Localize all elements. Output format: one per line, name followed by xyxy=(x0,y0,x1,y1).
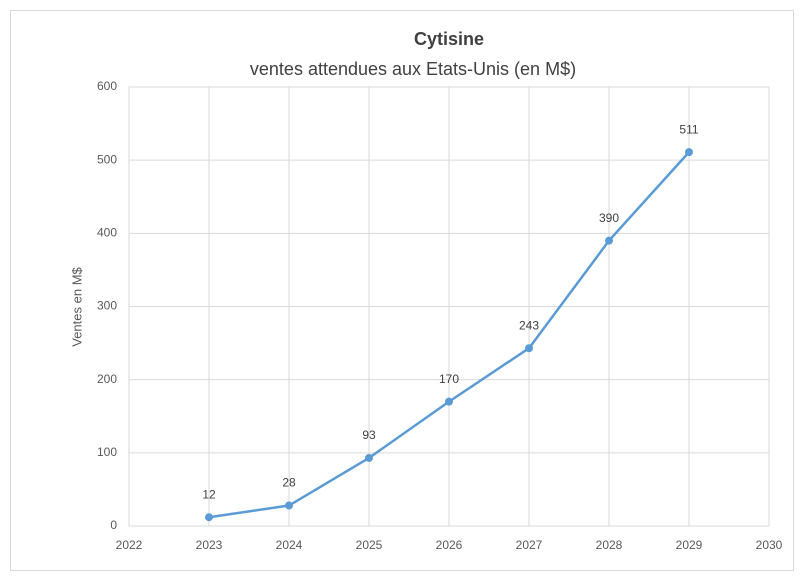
data-label: 93 xyxy=(362,428,376,442)
y-tick-label: 100 xyxy=(97,445,117,459)
chart-subtitle: ventes attendues aux Etats-Unis (en M$) xyxy=(250,59,576,79)
data-label: 243 xyxy=(519,318,539,332)
y-tick-label: 0 xyxy=(110,518,117,532)
y-tick-label: 400 xyxy=(97,226,117,240)
data-label: 511 xyxy=(679,122,698,136)
x-tick-label: 2025 xyxy=(356,538,383,552)
x-tick-label: 2023 xyxy=(196,538,223,552)
y-axis-label: Ventes en M$ xyxy=(69,266,84,346)
x-tick-label: 2022 xyxy=(116,538,143,552)
data-point xyxy=(285,501,293,510)
x-tick-label: 2028 xyxy=(596,538,623,552)
data-label: 12 xyxy=(202,487,216,501)
chart-frame xyxy=(10,10,794,571)
data-point xyxy=(205,513,213,522)
chart-title: Cytisine xyxy=(414,29,484,49)
data-point xyxy=(525,344,533,353)
x-tick-label: 2027 xyxy=(516,538,543,552)
data-label: 390 xyxy=(599,211,619,225)
data-point xyxy=(685,148,693,157)
data-label: 170 xyxy=(439,372,459,386)
data-label: 28 xyxy=(282,476,296,490)
y-tick-label: 600 xyxy=(97,79,117,93)
data-point xyxy=(605,236,613,245)
x-tick-label: 2024 xyxy=(276,538,303,552)
x-tick-label: 2026 xyxy=(436,538,463,552)
y-tick-label: 300 xyxy=(97,299,117,313)
y-tick-label: 200 xyxy=(97,372,117,386)
data-point xyxy=(365,453,373,462)
x-tick-label: 2029 xyxy=(676,538,703,552)
y-tick-label: 500 xyxy=(97,152,117,166)
data-point xyxy=(445,397,453,406)
x-tick-label: 2030 xyxy=(756,538,783,552)
